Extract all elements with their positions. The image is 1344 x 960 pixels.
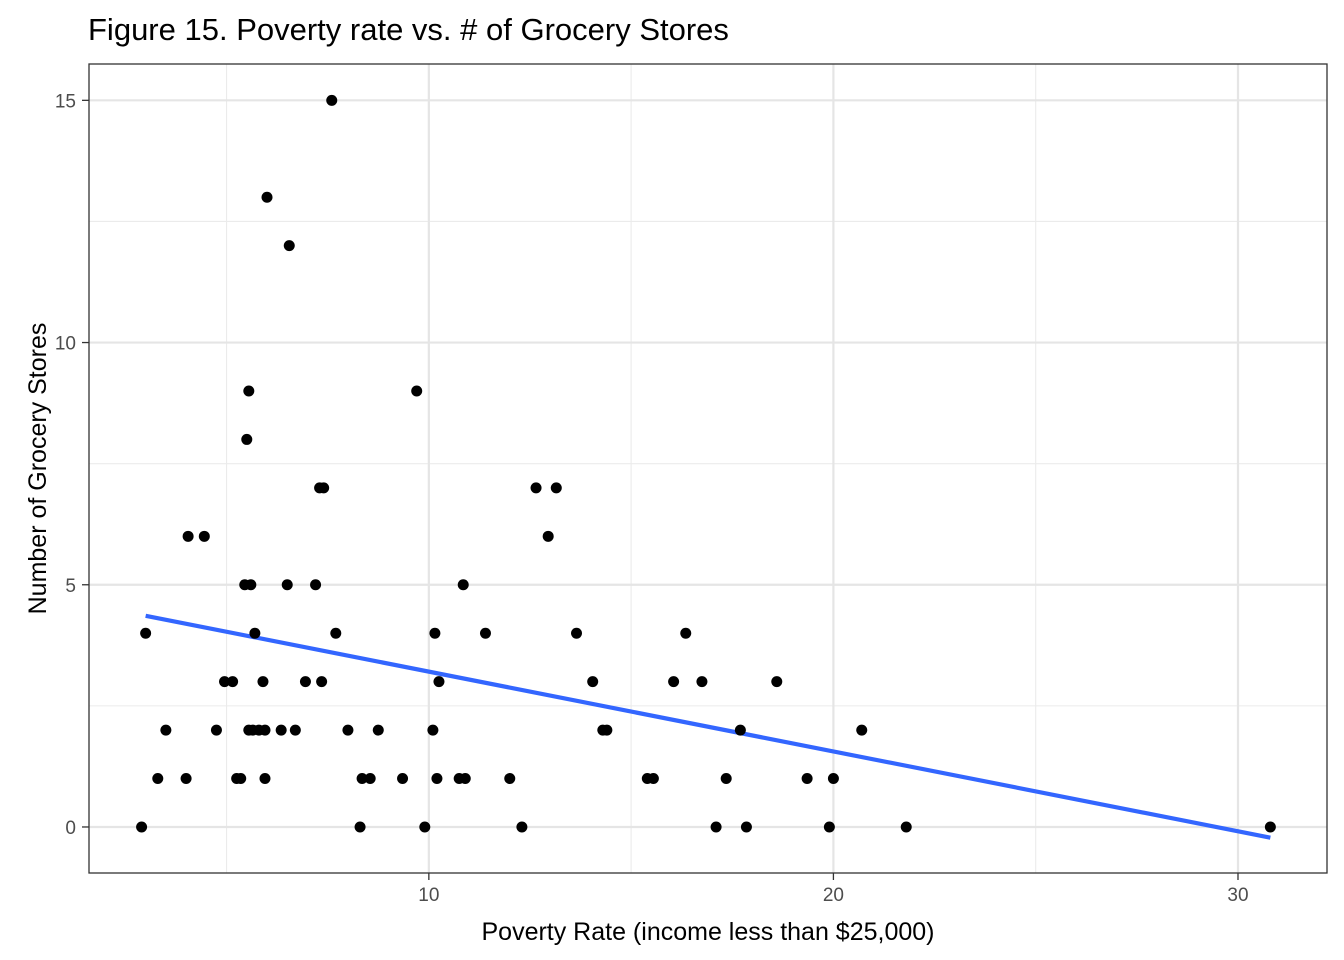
data-point (283, 240, 295, 252)
data-point (771, 676, 783, 688)
chart-title: Figure 15. Poverty rate vs. # of Grocery… (88, 12, 729, 47)
y-axis-title: Number of Grocery Stores (24, 323, 52, 615)
data-point (504, 773, 516, 785)
trend-line (145, 613, 1271, 840)
data-point (459, 773, 471, 785)
data-point (431, 773, 443, 785)
data-point (136, 821, 148, 833)
data-point (354, 821, 366, 833)
data-point (241, 433, 253, 445)
data-point (530, 482, 542, 494)
axis-ticks: 10 20 30 0 5 10 15 (55, 91, 1249, 906)
data-point (243, 385, 255, 397)
data-point (330, 627, 342, 639)
y-tick-label: 0 (65, 818, 76, 839)
data-point (281, 579, 293, 591)
data-point (235, 773, 247, 785)
x-tick-label: 20 (823, 885, 844, 906)
data-point (668, 676, 680, 688)
plot-panel-border (88, 63, 1328, 874)
data-point (647, 773, 659, 785)
data-point (479, 627, 491, 639)
data-point (516, 821, 528, 833)
data-point (720, 773, 732, 785)
data-point (419, 821, 431, 833)
data-points (136, 94, 1276, 833)
data-point (801, 773, 813, 785)
data-point (219, 676, 231, 688)
data-point (710, 821, 722, 833)
trend-line-layer (145, 613, 1271, 840)
y-tick-label: 15 (55, 91, 76, 112)
data-point (180, 773, 192, 785)
data-point (900, 821, 912, 833)
data-point (696, 676, 708, 688)
x-tick-label: 30 (1227, 885, 1248, 906)
data-point (257, 676, 269, 688)
data-point (316, 676, 328, 688)
y-tick-label: 5 (65, 576, 76, 597)
data-point (152, 773, 164, 785)
data-point (856, 724, 868, 736)
data-point (411, 385, 423, 397)
data-point (198, 530, 210, 542)
x-tick-label: 10 (418, 885, 439, 906)
data-point (740, 821, 752, 833)
data-point (542, 530, 554, 542)
data-point (433, 676, 445, 688)
data-point (249, 627, 261, 639)
data-point (427, 724, 439, 736)
data-point (140, 627, 152, 639)
data-point (397, 773, 409, 785)
data-point (275, 724, 287, 736)
data-point (571, 627, 583, 639)
data-point (182, 530, 194, 542)
x-axis-title: Poverty Rate (income less than $25,000) (481, 918, 934, 946)
data-point (734, 724, 746, 736)
y-tick-label: 10 (55, 334, 76, 355)
data-point (680, 627, 692, 639)
data-point (364, 773, 376, 785)
data-point (372, 724, 384, 736)
data-point (227, 676, 239, 688)
data-point (261, 191, 273, 203)
data-point (827, 773, 839, 785)
gridlines (89, 64, 1327, 873)
data-point (550, 482, 562, 494)
data-point (299, 676, 311, 688)
data-point (245, 579, 257, 591)
data-point (342, 724, 354, 736)
data-point (457, 579, 469, 591)
data-point (160, 724, 172, 736)
data-point (310, 579, 322, 591)
data-point (587, 676, 599, 688)
data-point (318, 482, 330, 494)
data-point (823, 821, 835, 833)
data-point (326, 94, 338, 106)
data-point (429, 627, 441, 639)
data-point (259, 773, 271, 785)
data-point (356, 773, 368, 785)
data-point (289, 724, 301, 736)
data-point (601, 724, 613, 736)
data-point (1264, 821, 1276, 833)
data-point (210, 724, 222, 736)
data-point (259, 724, 271, 736)
